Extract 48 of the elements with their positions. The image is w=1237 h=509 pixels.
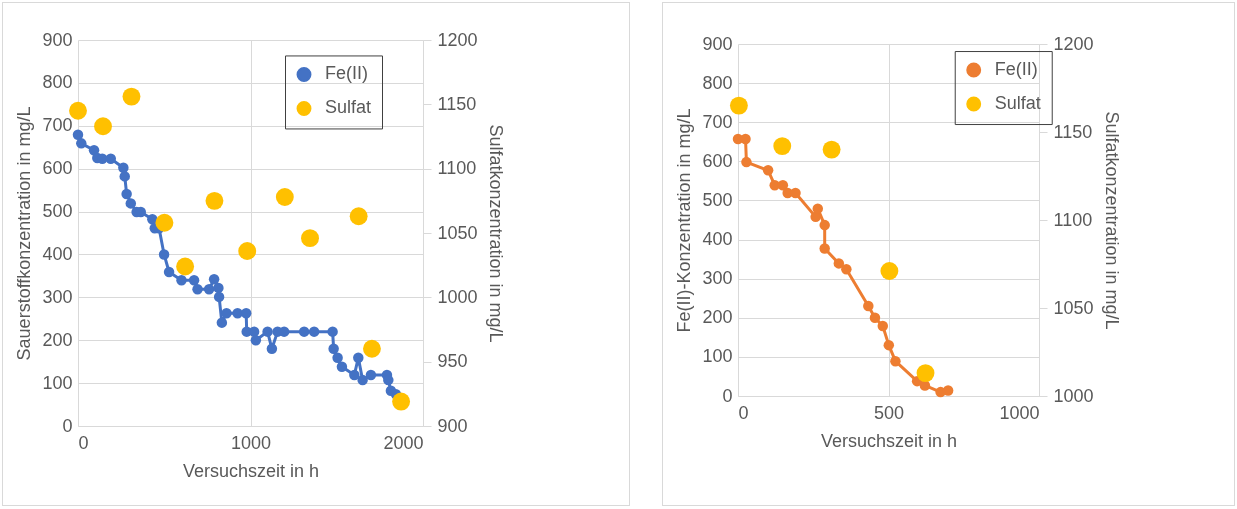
legend-label: Sulfat	[325, 97, 372, 118]
x-tick-label: 0	[738, 402, 749, 423]
y-tick-label: 200	[42, 329, 73, 350]
x-tick-label: 1000	[230, 432, 272, 453]
y2-tick-label: 1100	[437, 158, 477, 179]
y-tick-label: 700	[42, 115, 73, 136]
y2-tick-label: 950	[437, 351, 468, 372]
y2-tick-label: 900	[437, 415, 468, 436]
y-tick-label: 400	[42, 243, 73, 264]
legend-label: Fe(II)	[325, 63, 368, 84]
y2-tick-label: 1200	[437, 29, 478, 50]
y-tick-label: 500	[42, 201, 73, 222]
y2-tick-label: 1050	[437, 222, 478, 243]
y2-tick-label: 1150	[437, 93, 477, 114]
x-tick-label: 2000	[383, 432, 424, 453]
y-tick-label: 600	[42, 158, 73, 179]
y2-tick-label: 1000	[1053, 385, 1094, 406]
y-tick-label: 200	[702, 307, 733, 328]
y-tick-label: 400	[702, 229, 733, 250]
y-tick-label: 0	[722, 385, 733, 406]
y2-tick-label: 1000	[437, 286, 478, 307]
legend-label: Sulfat	[994, 93, 1041, 114]
y-tick-label: 600	[702, 150, 733, 171]
x-tick-label: 0	[78, 432, 89, 453]
y-tick-label: 100	[702, 346, 733, 367]
y-tick-label: 300	[42, 286, 73, 307]
y-tick-label: 800	[702, 72, 733, 93]
y-axis-title: Fe(II)-Konzentration in mg/L	[674, 108, 695, 333]
y-tick-label: 800	[42, 72, 73, 93]
y2-tick-label: 1150	[1053, 121, 1093, 142]
y-tick-label: 0	[62, 415, 73, 436]
x-tick-label: 500	[873, 402, 905, 423]
y-tick-label: 700	[702, 111, 733, 132]
y2-axis-title: Sulfatkonzentration in mg/L	[485, 124, 506, 343]
y2-axis-title: Sulfatkonzentration in mg/L	[1101, 111, 1122, 330]
legend-label: Fe(II)	[994, 59, 1038, 80]
y2-tick-label: 1100	[1053, 209, 1093, 230]
y-tick-label: 900	[42, 29, 73, 50]
y2-tick-label: 1050	[1053, 297, 1094, 318]
y2-tick-label: 1200	[1053, 33, 1094, 54]
y-tick-label: 100	[42, 372, 73, 393]
x-tick-label: 1000	[999, 402, 1040, 423]
y-tick-label: 500	[702, 189, 733, 210]
x-axis-title: Versuchszeit in h	[820, 430, 958, 451]
y-tick-label: 900	[702, 33, 733, 54]
y-axis-title: Sauerstoffkonzentration in mg/L	[14, 106, 35, 361]
y-tick-label: 300	[702, 268, 733, 289]
x-axis-title: Versuchszeit in h	[182, 460, 320, 481]
